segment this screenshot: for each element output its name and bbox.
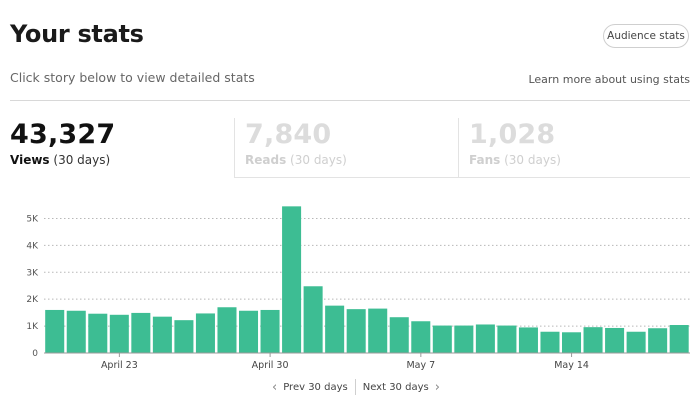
fans-period: (30 days) — [504, 153, 561, 167]
reads-count: 7,840 — [245, 119, 332, 150]
chart-bar[interactable] — [88, 313, 108, 353]
views-period: (30 days) — [53, 153, 111, 167]
chart-bar[interactable] — [605, 327, 625, 353]
y-tick-label: 2K — [26, 295, 39, 305]
chart-bar[interactable] — [195, 313, 215, 353]
views-count: 43,327 — [10, 119, 116, 150]
chart-bar[interactable] — [432, 325, 452, 353]
chart-bar[interactable] — [239, 310, 259, 353]
chart-bar[interactable] — [152, 316, 172, 353]
chart-bar[interactable] — [131, 312, 151, 353]
tab-views[interactable]: 43,327 Views (30 days) — [10, 118, 234, 178]
x-tick-label: April 23 — [101, 360, 138, 371]
audience-stats-button[interactable]: Audience stats — [603, 24, 689, 48]
y-tick-label: 4K — [26, 241, 39, 251]
chart-bar[interactable] — [45, 309, 65, 353]
chart-bar[interactable] — [583, 327, 603, 353]
reads-period: (30 days) — [290, 153, 347, 167]
next-label: Next 30 days — [362, 381, 429, 393]
chart-bar[interactable] — [346, 309, 366, 353]
views-label: Views (30 days) — [10, 153, 234, 167]
chart-bar[interactable] — [174, 320, 194, 353]
next-30-days-button[interactable]: Next 30 days › — [363, 380, 440, 395]
fans-count: 1,028 — [469, 119, 556, 150]
pager: ‹ Prev 30 days Next 30 days › — [272, 379, 440, 395]
chart-bar[interactable] — [454, 325, 474, 353]
learn-more-link[interactable]: Learn more about using stats — [528, 73, 690, 86]
chart-bar[interactable] — [669, 325, 689, 353]
chart-bar[interactable] — [66, 310, 86, 353]
chart-bar[interactable] — [368, 308, 388, 353]
tab-reads[interactable]: 7,840 Reads (30 days) — [234, 118, 458, 178]
views-label-text: Views — [10, 153, 50, 167]
chart-bar[interactable] — [325, 305, 345, 353]
reads-label-text: Reads — [245, 153, 287, 167]
fans-label-text: Fans — [469, 153, 501, 167]
y-tick-label: 0 — [32, 349, 38, 359]
chart-bar[interactable] — [626, 331, 646, 353]
chart-bar[interactable] — [475, 324, 495, 353]
views-bar-chart: 0 1K 2K 3K 4K 5K April 23 April 30 May 7 May 14 — [26, 206, 690, 371]
pager-divider — [354, 379, 356, 395]
prev-30-days-button[interactable]: ‹ Prev 30 days — [272, 380, 348, 395]
header-divider — [10, 100, 690, 101]
y-tick-label: 3K — [26, 268, 39, 278]
prev-label: Prev 30 days — [283, 381, 348, 393]
chart-bar[interactable] — [389, 317, 409, 353]
page-subtitle: Click story below to view detailed stats — [10, 70, 255, 85]
chart-bar[interactable] — [540, 331, 560, 353]
chart-bar[interactable] — [260, 309, 280, 353]
y-tick-label: 1K — [26, 322, 39, 332]
fans-label: Fans (30 days) — [469, 153, 690, 167]
reads-label: Reads (30 days) — [245, 153, 458, 167]
tab-fans[interactable]: 1,028 Fans (30 days) — [458, 118, 690, 178]
chart-bar[interactable] — [411, 321, 431, 353]
chart-bar[interactable] — [282, 206, 302, 353]
chart-bar[interactable] — [648, 328, 668, 353]
chart-bar[interactable] — [497, 325, 517, 353]
x-tick-label: May 14 — [554, 360, 589, 371]
x-tick-label: April 30 — [252, 360, 289, 371]
chart-bar[interactable] — [303, 286, 323, 353]
chart-bar[interactable] — [518, 327, 538, 353]
chevron-left-icon: ‹ — [272, 379, 278, 395]
chart-bar[interactable] — [217, 307, 237, 353]
x-tick-label: May 7 — [406, 360, 435, 371]
chart-bar[interactable] — [562, 332, 582, 353]
chevron-right-icon: › — [434, 379, 440, 395]
chart-bar[interactable] — [109, 314, 129, 353]
page-title: Your stats — [10, 20, 144, 48]
y-tick-label: 5K — [26, 214, 39, 224]
